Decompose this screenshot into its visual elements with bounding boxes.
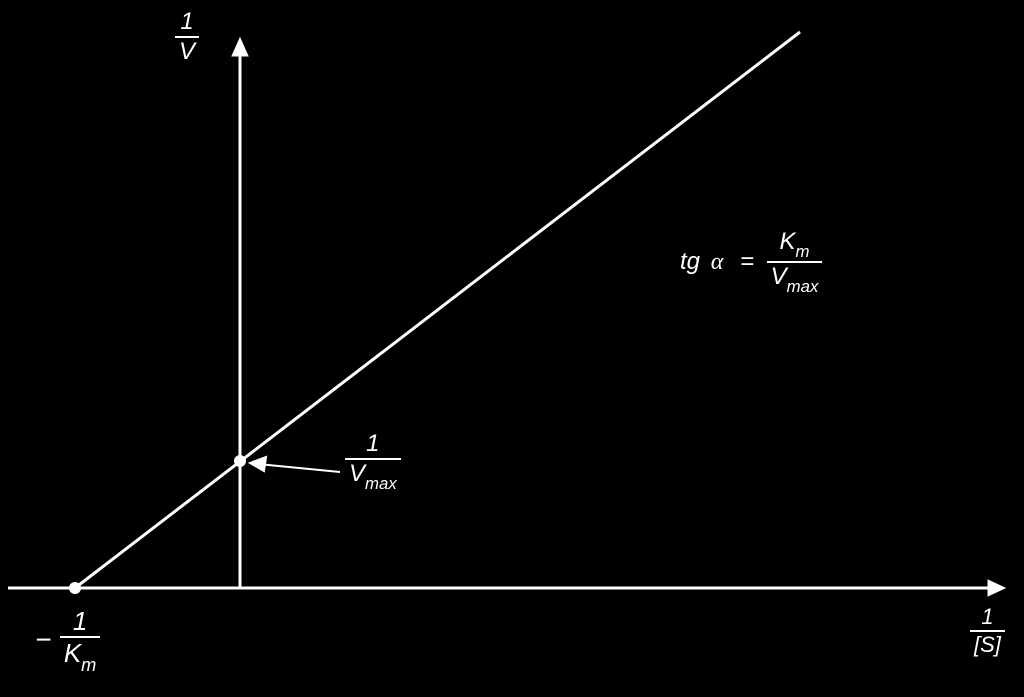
y-intercept-label: 1 Vmax	[345, 432, 401, 491]
slope-alpha: α	[711, 249, 724, 275]
slope-den: Vmax	[767, 261, 823, 294]
plot-background	[0, 0, 1024, 697]
x-axis-label-den: [S]	[970, 630, 1005, 656]
y-intercept-num: 1	[362, 432, 383, 458]
y-intercept-marker	[234, 455, 246, 467]
slope-label: tg α = Km Vmax	[680, 230, 822, 293]
slope-tg: tg	[680, 248, 700, 275]
y-intercept-den: Vmax	[345, 458, 401, 491]
x-intercept-num: 1	[69, 608, 91, 636]
slope-equals: =	[740, 248, 754, 275]
x-intercept-label: − 1 Km	[35, 608, 100, 671]
x-axis-label-num: 1	[977, 606, 997, 630]
x-intercept-marker	[69, 582, 81, 594]
slope-num: Km	[776, 230, 814, 261]
x-axis-label: 1 [S]	[970, 606, 1005, 656]
lineweaver-burk-plot	[0, 0, 1024, 697]
x-intercept-minus: −	[35, 624, 51, 655]
y-axis-label-num: 1	[176, 10, 197, 36]
x-intercept-den: Km	[60, 636, 101, 671]
y-axis-label: 1 V	[175, 10, 199, 64]
y-axis-label-den: V	[175, 36, 199, 64]
